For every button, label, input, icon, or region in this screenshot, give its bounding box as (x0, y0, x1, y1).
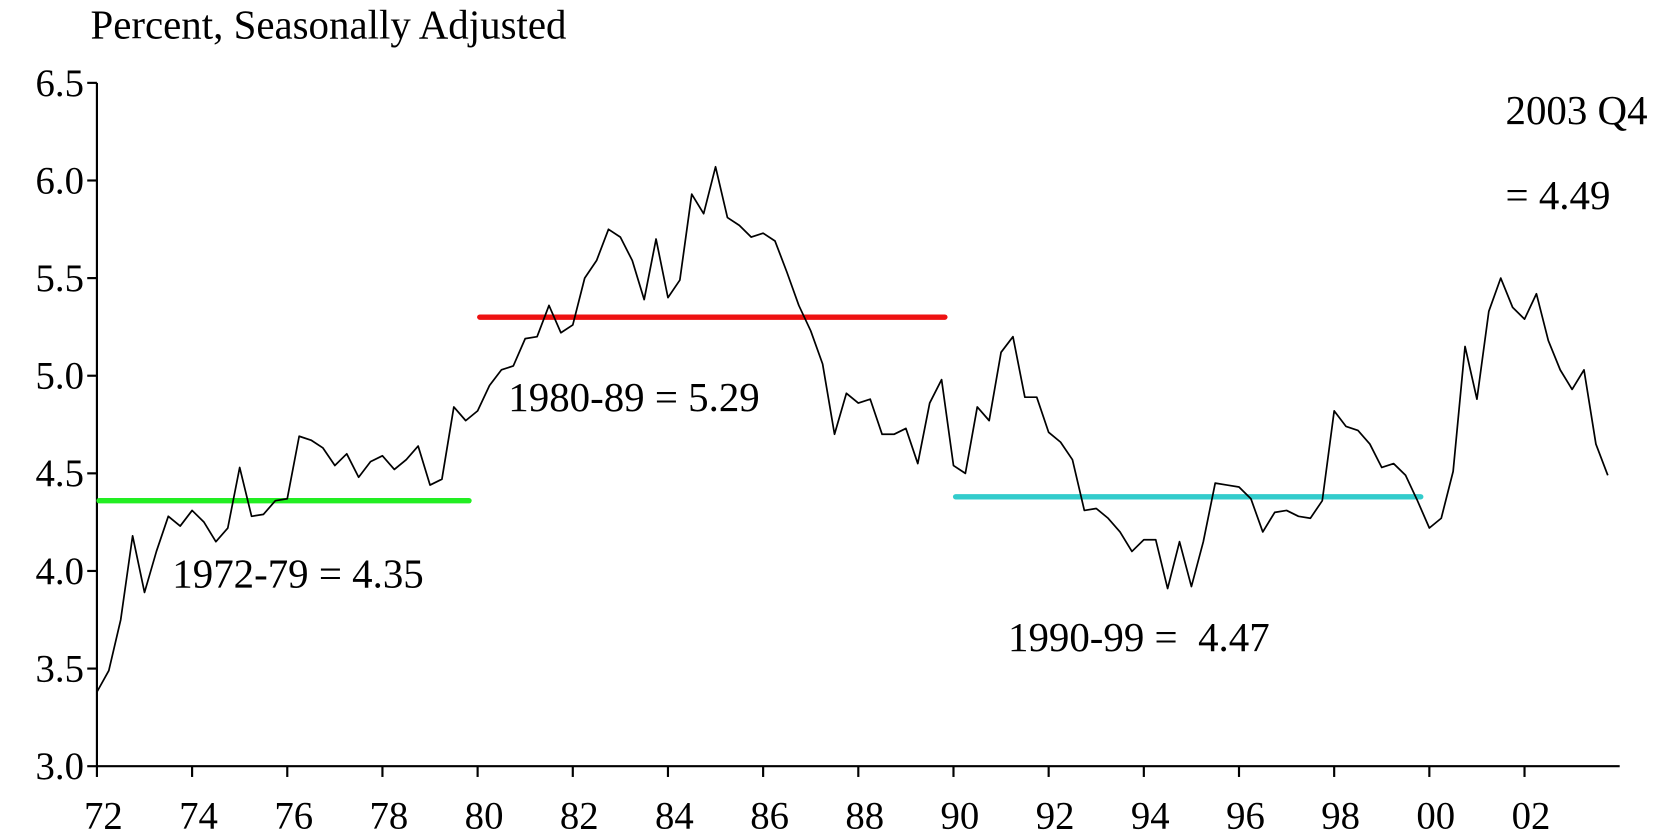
x-tick-label: 86 (750, 795, 789, 834)
x-tick-label: 96 (1226, 795, 1265, 834)
chart-subtitle: Percent, Seasonally Adjusted (90, 3, 566, 48)
y-tick-label: 5.5 (36, 257, 84, 300)
y-tick-label: 5.0 (36, 355, 84, 398)
x-tick-label: 92 (1036, 795, 1075, 834)
y-tick-label: 3.0 (36, 745, 84, 788)
y-tick-label: 3.5 (36, 648, 84, 691)
annotation: 1980-89 = 5.29 (508, 375, 759, 420)
x-tick-label: 88 (845, 795, 884, 834)
x-tick-label: 00 (1416, 795, 1455, 834)
y-tick-label: 6.0 (36, 159, 84, 202)
annotation: 2003 Q4 (1506, 88, 1648, 133)
annotation: 1972-79 = 4.35 (172, 552, 423, 597)
x-tick-label: 98 (1321, 795, 1360, 834)
x-tick-label: 72 (84, 795, 123, 834)
annotation: 1990-99 = 4.47 (1008, 615, 1270, 660)
x-tick-label: 94 (1131, 795, 1170, 834)
y-tick-label: 4.5 (36, 452, 84, 495)
annotation: = 4.49 (1506, 173, 1611, 218)
x-tick-label: 90 (941, 795, 980, 834)
x-tick-label: 80 (465, 795, 504, 834)
y-tick-label: 4.0 (36, 550, 84, 593)
x-tick-label: 78 (370, 795, 409, 834)
x-tick-label: 76 (274, 795, 313, 834)
x-tick-label: 82 (560, 795, 599, 834)
x-tick-label: 02 (1512, 795, 1551, 834)
y-tick-label: 6.5 (36, 62, 84, 105)
x-tick-label: 84 (655, 795, 694, 834)
data-line (96, 165, 1609, 693)
x-tick-label: 74 (179, 795, 218, 834)
